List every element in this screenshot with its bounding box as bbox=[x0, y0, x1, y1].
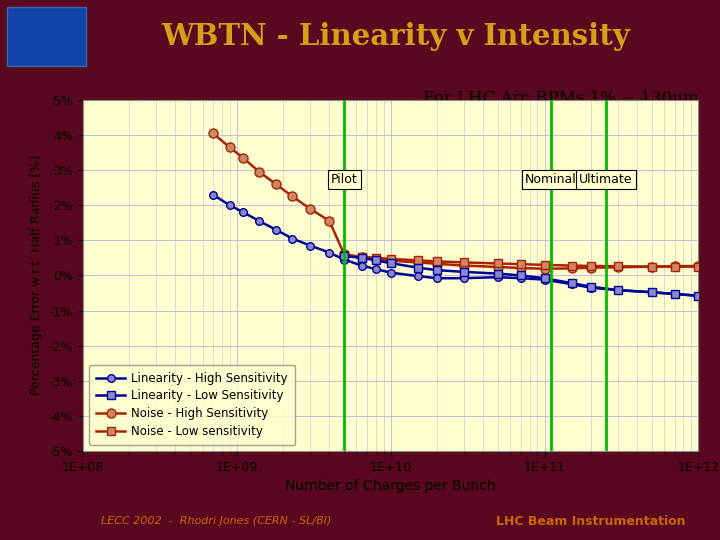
Noise - High Sensitivity bbox=[413, 259, 422, 266]
Linearity - Low Sensitivity bbox=[648, 289, 657, 295]
Noise - High Sensitivity bbox=[306, 205, 315, 212]
Linearity - High Sensitivity bbox=[433, 275, 441, 281]
Noise - Low sensitivity bbox=[587, 262, 595, 269]
Noise - Low sensitivity bbox=[358, 254, 366, 260]
Text: WBTN - Linearity v Intensity: WBTN - Linearity v Intensity bbox=[161, 22, 631, 51]
Linearity - Low Sensitivity bbox=[386, 260, 395, 266]
Text: For LHC Arc BPMs 1% ~ 130μm: For LHC Arc BPMs 1% ~ 130μm bbox=[423, 90, 698, 107]
Noise - High Sensitivity bbox=[340, 251, 348, 258]
Noise - High Sensitivity bbox=[288, 193, 297, 200]
Linearity - Low Sensitivity bbox=[516, 272, 525, 279]
Noise - High Sensitivity bbox=[540, 266, 549, 272]
Noise - High Sensitivity bbox=[516, 265, 525, 271]
Noise - High Sensitivity bbox=[567, 265, 576, 272]
Noise - High Sensitivity bbox=[587, 265, 595, 271]
Noise - Low sensitivity bbox=[670, 264, 679, 270]
Noise - High Sensitivity bbox=[209, 130, 217, 137]
Text: LHC Beam Instrumentation: LHC Beam Instrumentation bbox=[495, 515, 685, 528]
Linearity - Low Sensitivity bbox=[540, 275, 549, 281]
Linearity - High Sensitivity bbox=[306, 242, 315, 249]
Linearity - Low Sensitivity bbox=[459, 268, 468, 275]
Line: Linearity - Low Sensitivity: Linearity - Low Sensitivity bbox=[341, 252, 702, 300]
Linearity - High Sensitivity bbox=[271, 227, 280, 233]
Noise - High Sensitivity bbox=[494, 264, 503, 270]
Noise - Low sensitivity bbox=[694, 264, 703, 270]
Y-axis label: Percentage Error w.r.t. Half Radius [%]: Percentage Error w.r.t. Half Radius [%] bbox=[30, 156, 43, 395]
Noise - High Sensitivity bbox=[670, 263, 679, 269]
Linearity - Low Sensitivity bbox=[413, 265, 422, 271]
Noise - High Sensitivity bbox=[239, 154, 248, 161]
Noise - High Sensitivity bbox=[255, 168, 264, 175]
Linearity - High Sensitivity bbox=[670, 291, 679, 297]
Noise - Low sensitivity bbox=[540, 261, 549, 268]
Noise - High Sensitivity bbox=[613, 264, 622, 271]
Noise - High Sensitivity bbox=[358, 254, 366, 260]
Text: Ultimate: Ultimate bbox=[579, 173, 632, 186]
Noise - High Sensitivity bbox=[694, 262, 703, 269]
Linearity - High Sensitivity bbox=[386, 269, 395, 276]
Linearity - High Sensitivity bbox=[613, 287, 622, 293]
Noise - High Sensitivity bbox=[225, 144, 234, 151]
Noise - High Sensitivity bbox=[459, 262, 468, 269]
Linearity - Low Sensitivity bbox=[567, 280, 576, 286]
FancyBboxPatch shape bbox=[7, 6, 86, 66]
Linearity - Low Sensitivity bbox=[340, 253, 348, 259]
Line: Noise - Low sensitivity: Noise - Low sensitivity bbox=[341, 251, 702, 271]
Linearity - High Sensitivity bbox=[694, 293, 703, 299]
Linearity - Low Sensitivity bbox=[613, 287, 622, 293]
Linearity - High Sensitivity bbox=[413, 273, 422, 279]
Noise - High Sensitivity bbox=[372, 255, 380, 262]
Noise - Low sensitivity bbox=[386, 255, 395, 262]
Noise - Low sensitivity bbox=[413, 257, 422, 264]
Linearity - High Sensitivity bbox=[358, 262, 366, 269]
X-axis label: Number of Charges per Bunch: Number of Charges per Bunch bbox=[285, 479, 496, 493]
Linearity - High Sensitivity bbox=[372, 266, 380, 272]
Linearity - Low Sensitivity bbox=[494, 271, 503, 277]
Line: Linearity - High Sensitivity: Linearity - High Sensitivity bbox=[209, 191, 702, 300]
Linearity - High Sensitivity bbox=[540, 276, 549, 283]
Linearity - High Sensitivity bbox=[648, 289, 657, 295]
Linearity - High Sensitivity bbox=[325, 249, 333, 256]
Noise - Low sensitivity bbox=[372, 254, 380, 261]
Text: LECC 2002  -  Rhodri Jones (CERN - SL/BI): LECC 2002 - Rhodri Jones (CERN - SL/BI) bbox=[101, 516, 331, 526]
Linearity - High Sensitivity bbox=[587, 285, 595, 291]
Linearity - Low Sensitivity bbox=[372, 257, 380, 264]
Linearity - High Sensitivity bbox=[516, 275, 525, 281]
Noise - Low sensitivity bbox=[567, 262, 576, 269]
Noise - High Sensitivity bbox=[386, 258, 395, 264]
Linearity - Low Sensitivity bbox=[433, 267, 441, 273]
Noise - High Sensitivity bbox=[648, 264, 657, 270]
Text: Pilot: Pilot bbox=[331, 173, 358, 186]
Linearity - High Sensitivity bbox=[494, 274, 503, 280]
Linearity - High Sensitivity bbox=[567, 281, 576, 287]
Legend: Linearity - High Sensitivity, Linearity - Low Sensitivity, Noise - High Sensitiv: Linearity - High Sensitivity, Linearity … bbox=[89, 364, 295, 445]
Noise - Low sensitivity bbox=[433, 258, 441, 265]
Linearity - Low Sensitivity bbox=[670, 291, 679, 297]
Noise - Low sensitivity bbox=[613, 263, 622, 269]
Linearity - High Sensitivity bbox=[255, 218, 264, 224]
Noise - High Sensitivity bbox=[325, 218, 333, 224]
Linearity - High Sensitivity bbox=[239, 209, 248, 215]
Linearity - High Sensitivity bbox=[340, 256, 348, 263]
Noise - Low sensitivity bbox=[459, 259, 468, 266]
Linearity - Low Sensitivity bbox=[694, 293, 703, 299]
Linearity - High Sensitivity bbox=[225, 202, 234, 208]
Text: Nominal: Nominal bbox=[525, 173, 577, 186]
Linearity - Low Sensitivity bbox=[358, 254, 366, 261]
Noise - Low sensitivity bbox=[648, 264, 657, 270]
Noise - High Sensitivity bbox=[433, 261, 441, 267]
Linearity - High Sensitivity bbox=[459, 275, 468, 281]
Noise - Low sensitivity bbox=[494, 260, 503, 267]
Noise - Low sensitivity bbox=[340, 252, 348, 258]
Linearity - High Sensitivity bbox=[209, 191, 217, 198]
Linearity - Low Sensitivity bbox=[587, 284, 595, 290]
Linearity - High Sensitivity bbox=[288, 235, 297, 242]
Noise - Low sensitivity bbox=[516, 261, 525, 267]
Noise - High Sensitivity bbox=[271, 181, 280, 187]
Text: CERN: CERN bbox=[36, 30, 58, 36]
Line: Noise - High Sensitivity: Noise - High Sensitivity bbox=[208, 129, 703, 273]
